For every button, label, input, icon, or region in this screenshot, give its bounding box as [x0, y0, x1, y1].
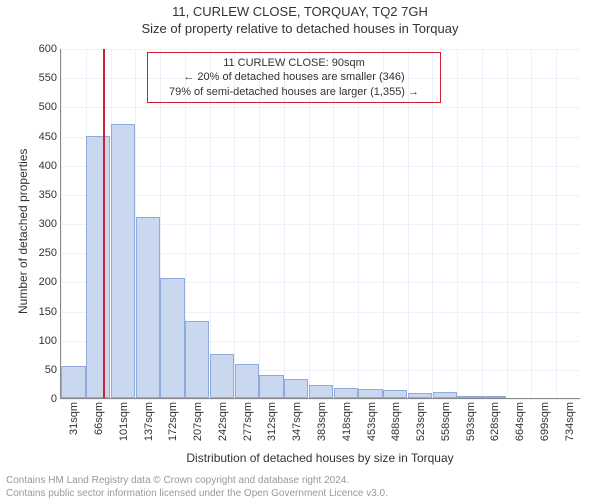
x-tick-label: 523sqm — [415, 402, 427, 441]
x-tick-label: 277sqm — [242, 402, 254, 441]
y-axis-label: Number of detached properties — [16, 149, 30, 314]
x-tick-label: 137sqm — [143, 402, 155, 441]
y-tick-label: 500 — [39, 101, 57, 113]
gridline-h — [61, 137, 580, 138]
histogram-bar — [408, 393, 432, 398]
histogram-bar — [433, 392, 457, 398]
gridline-h — [61, 166, 580, 167]
y-tick-label: 250 — [39, 247, 57, 259]
x-tick-label: 101sqm — [118, 402, 130, 441]
y-tick-label: 150 — [39, 306, 57, 318]
footer-line2: Contains public sector information licen… — [6, 487, 594, 500]
y-tick-label: 450 — [39, 131, 57, 143]
gridline-v — [531, 49, 532, 398]
histogram-bar — [111, 124, 135, 398]
x-tick-label: 312sqm — [266, 402, 278, 441]
gridline-h — [61, 107, 580, 108]
x-tick-label: 453sqm — [366, 402, 378, 441]
histogram-bar — [235, 364, 259, 398]
histogram-bar — [259, 375, 283, 398]
histogram-bar — [61, 366, 85, 398]
x-axis-label: Distribution of detached houses by size … — [60, 451, 580, 465]
x-tick-label: 628sqm — [489, 402, 501, 441]
histogram-bar — [284, 379, 308, 398]
x-tick-label: 172sqm — [167, 402, 179, 441]
y-tick-label: 100 — [39, 335, 57, 347]
property-annotation-box: 11 CURLEW CLOSE: 90sqm← 20% of detached … — [147, 52, 441, 103]
histogram-bar — [136, 217, 160, 398]
gridline-h — [61, 195, 580, 196]
page-title-address: 11, CURLEW CLOSE, TORQUAY, TQ2 7GH — [0, 4, 600, 19]
x-tick-label: 699sqm — [539, 402, 551, 441]
property-marker-line — [103, 49, 105, 398]
annotation-line: 11 CURLEW CLOSE: 90sqm — [154, 56, 434, 70]
histogram-bar — [482, 396, 506, 398]
annotation-line: ← 20% of detached houses are smaller (34… — [154, 70, 434, 84]
y-tick-label: 200 — [39, 276, 57, 288]
gridline-v — [507, 49, 508, 398]
y-tick-label: 0 — [51, 393, 57, 405]
y-tick-label: 300 — [39, 218, 57, 230]
y-tick-label: 550 — [39, 72, 57, 84]
y-tick-label: 350 — [39, 189, 57, 201]
y-tick-label: 50 — [45, 364, 57, 376]
x-tick-label: 31sqm — [68, 402, 80, 435]
footer-line1: Contains HM Land Registry data © Crown c… — [6, 474, 594, 487]
x-tick-label: 383sqm — [316, 402, 328, 441]
histogram-bar — [185, 321, 209, 398]
histogram-bar — [358, 389, 382, 398]
gridline-v — [482, 49, 483, 398]
chart-plot-area: 05010015020025030035040045050055060031sq… — [60, 49, 580, 399]
histogram-bar — [457, 396, 481, 398]
gridline-v — [556, 49, 557, 398]
gridline-v — [61, 49, 62, 398]
histogram-bar — [86, 136, 110, 399]
histogram-bar — [383, 390, 407, 398]
x-tick-label: 242sqm — [217, 402, 229, 441]
x-tick-label: 734sqm — [564, 402, 576, 441]
x-tick-label: 66sqm — [93, 402, 105, 435]
gridline-h — [61, 49, 580, 50]
x-tick-label: 488sqm — [390, 402, 402, 441]
x-tick-label: 558sqm — [440, 402, 452, 441]
annotation-line: 79% of semi-detached houses are larger (… — [154, 85, 434, 99]
x-tick-label: 207sqm — [192, 402, 204, 441]
x-tick-label: 418sqm — [341, 402, 353, 441]
y-tick-label: 600 — [39, 43, 57, 55]
gridline-h — [61, 399, 580, 400]
y-tick-label: 400 — [39, 160, 57, 172]
gridline-v — [457, 49, 458, 398]
histogram-bar — [334, 388, 358, 399]
histogram-bar — [210, 354, 234, 398]
x-tick-label: 347sqm — [291, 402, 303, 441]
footer-attribution: Contains HM Land Registry data © Crown c… — [0, 470, 600, 504]
x-tick-label: 664sqm — [514, 402, 526, 441]
histogram-bar — [309, 385, 333, 398]
x-tick-label: 593sqm — [465, 402, 477, 441]
page-subtitle: Size of property relative to detached ho… — [0, 21, 600, 36]
histogram-bar — [160, 278, 184, 398]
